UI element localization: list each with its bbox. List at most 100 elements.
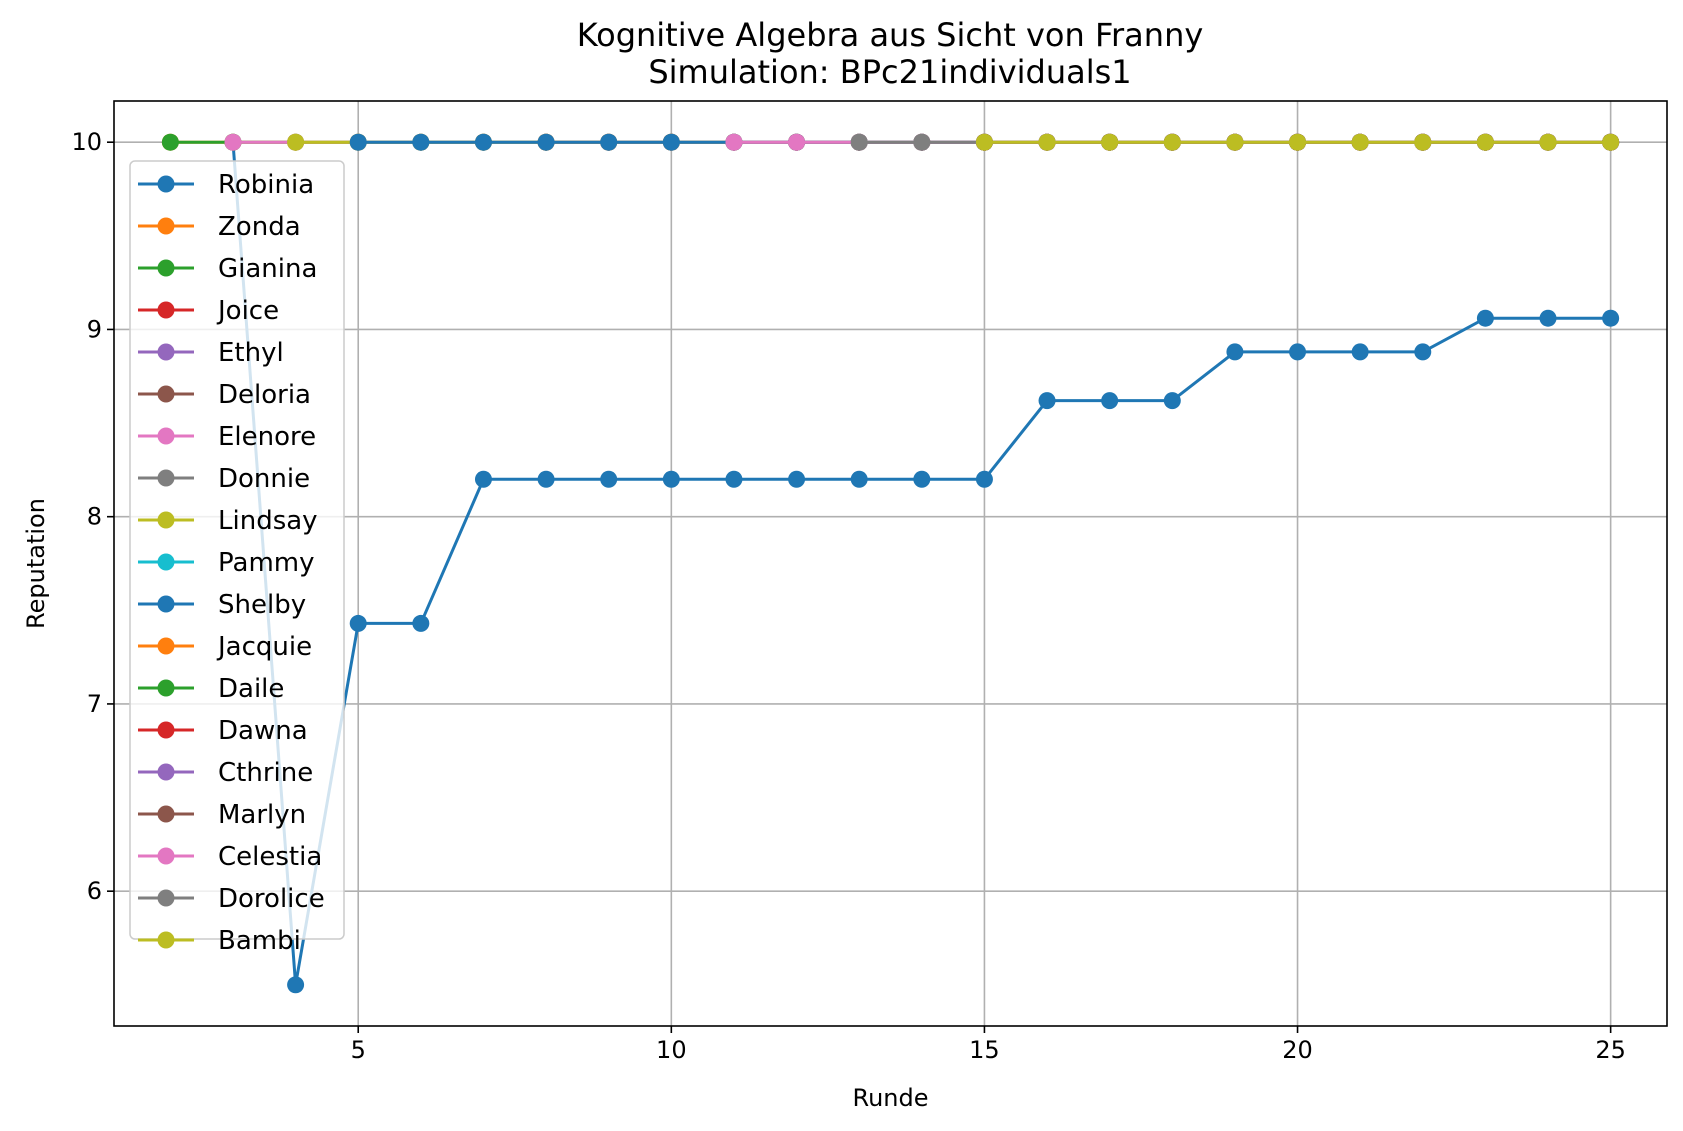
legend: Robinia Zonda Gianina Joice Ethyl Deloria Elen…	[129, 160, 345, 956]
data-point	[349, 614, 367, 632]
x-axis-label: Runde	[852, 1084, 928, 1112]
legend-marker	[157, 889, 175, 907]
legend-label: Cthrine	[218, 758, 313, 788]
legend-marker	[157, 805, 175, 823]
series-lines	[161, 133, 1620, 994]
data-point	[1602, 133, 1620, 151]
legend-marker	[157, 721, 175, 739]
legend-label: Celestia	[218, 842, 322, 872]
legend-label: Pammy	[218, 548, 314, 578]
data-point	[788, 470, 806, 488]
legend-item: Dorolice	[138, 884, 325, 914]
legend-label: Donnie	[218, 464, 310, 494]
legend-label: Bambi	[218, 926, 301, 956]
legend-label: Daile	[218, 674, 284, 704]
legend-label: Shelby	[218, 590, 306, 620]
legend-marker	[157, 679, 175, 697]
y-tick-label: 7	[87, 690, 102, 718]
legend-marker	[157, 301, 175, 319]
legend-marker	[157, 763, 175, 781]
data-point	[850, 470, 868, 488]
y-tick-label: 10	[71, 128, 102, 156]
data-point	[287, 976, 305, 994]
data-point	[161, 133, 179, 151]
legend-label: Lindsay	[218, 506, 318, 536]
legend-label: Elenore	[218, 422, 316, 452]
x-tick-label: 25	[1595, 1036, 1626, 1064]
y-tick-label: 9	[87, 315, 102, 343]
legend-label: Joice	[216, 296, 279, 326]
y-tick-label: 6	[87, 877, 102, 905]
legend-item: Jacquie	[138, 632, 312, 662]
legend-item: Zonda	[138, 212, 301, 242]
data-point	[1038, 392, 1056, 410]
data-point	[1602, 309, 1620, 327]
data-point	[474, 470, 492, 488]
data-point	[975, 470, 993, 488]
legend-item: Gianina	[138, 254, 317, 284]
legend-label: Dorolice	[218, 884, 325, 914]
legend-marker	[157, 217, 175, 235]
legend-item: Elenore	[138, 422, 316, 452]
legend-item: Bambi	[138, 926, 301, 956]
data-point	[1539, 133, 1557, 151]
legend-marker	[157, 847, 175, 865]
data-point	[537, 470, 555, 488]
series-bambi	[975, 133, 1620, 151]
data-point	[474, 133, 492, 151]
legend-item: Pammy	[138, 548, 314, 578]
chart-subtitle: Simulation: BPc21individuals1	[648, 53, 1131, 91]
data-point	[1539, 309, 1557, 327]
legend-item: Dawna	[138, 716, 308, 746]
legend-label: Marlyn	[218, 800, 306, 830]
data-point	[1414, 133, 1432, 151]
legend-label: Ethyl	[218, 338, 284, 368]
x-tick-label: 20	[1282, 1036, 1313, 1064]
data-point	[1351, 343, 1369, 361]
legend-label: Jacquie	[216, 632, 312, 662]
data-point	[1351, 133, 1369, 151]
y-axis-label: Reputation	[22, 498, 50, 629]
legend-item: Donnie	[138, 464, 310, 494]
x-tick-label: 10	[656, 1036, 687, 1064]
legend-marker	[157, 595, 175, 613]
data-point	[1163, 133, 1181, 151]
legend-marker	[157, 553, 175, 571]
data-point	[1101, 392, 1119, 410]
data-point	[913, 133, 931, 151]
data-point	[725, 133, 743, 151]
legend-item: Joice	[138, 296, 279, 326]
data-point	[1414, 343, 1432, 361]
data-point	[1226, 343, 1244, 361]
legend-item: Shelby	[138, 590, 306, 620]
legend-marker	[157, 637, 175, 655]
legend-label: Dawna	[218, 716, 308, 746]
legend-item: Lindsay	[138, 506, 318, 536]
legend-item: Cthrine	[138, 758, 313, 788]
data-point	[725, 470, 743, 488]
data-point	[850, 133, 868, 151]
data-point	[1038, 133, 1056, 151]
data-point	[975, 133, 993, 151]
data-point	[1476, 309, 1494, 327]
data-point	[1101, 133, 1119, 151]
legend-marker	[157, 511, 175, 529]
data-point	[349, 133, 367, 151]
legend-label: Robinia	[218, 170, 314, 200]
legend-marker	[157, 469, 175, 487]
legend-marker	[157, 931, 175, 949]
x-tick-label: 15	[969, 1036, 1000, 1064]
legend-label: Zonda	[218, 212, 301, 242]
data-point	[600, 470, 618, 488]
legend-marker	[157, 343, 175, 361]
data-point	[1289, 133, 1307, 151]
data-point	[224, 133, 242, 151]
series-line	[231, 142, 1611, 987]
legend-item: Daile	[138, 674, 284, 704]
legend-label: Gianina	[218, 254, 317, 284]
data-point	[1289, 343, 1307, 361]
data-point	[412, 133, 430, 151]
chart-title: Kognitive Algebra aus Sicht von Franny	[577, 16, 1204, 54]
series-robinia	[224, 133, 1620, 994]
